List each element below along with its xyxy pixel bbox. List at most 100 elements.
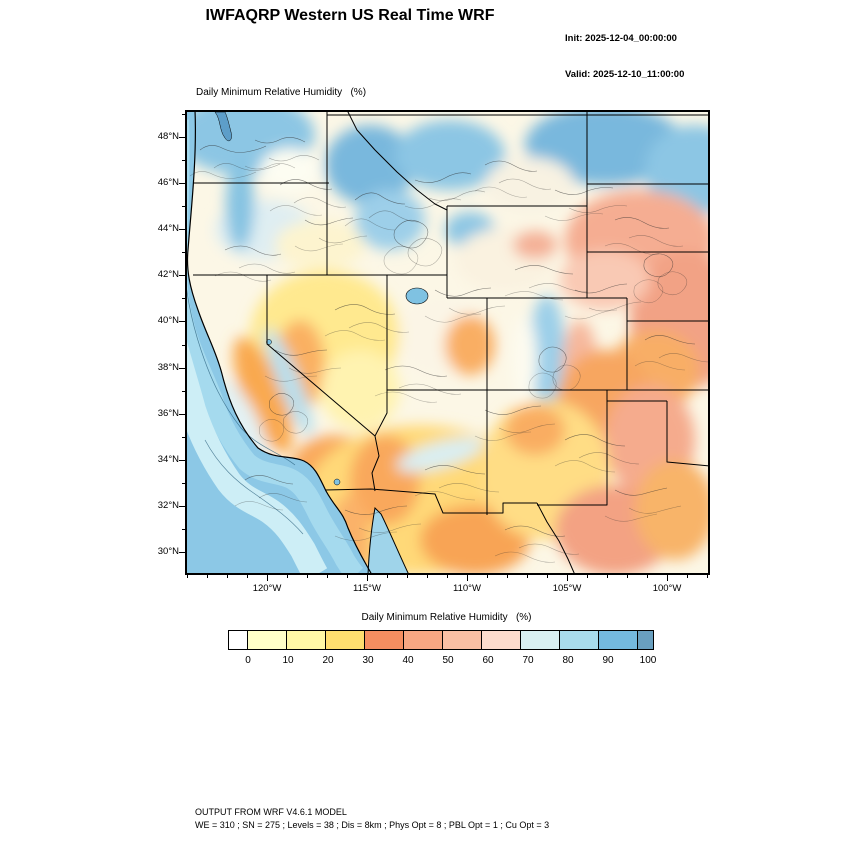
- figure-subtitle: Daily Minimum Relative Humidity (%): [196, 87, 367, 98]
- lon-minor-tick: [447, 575, 448, 578]
- lon-minor-tick: [287, 575, 288, 578]
- lon-minor-tick: [687, 575, 688, 578]
- map-frame: [185, 110, 710, 575]
- lat-tick: [179, 275, 185, 277]
- lon-minor-tick: [327, 575, 328, 578]
- page-title: IWFAQRP Western US Real Time WRF: [205, 7, 495, 24]
- lon-tick-label: 100°W: [652, 583, 682, 594]
- lon-minor-tick: [247, 575, 248, 578]
- colorbar-tick-label: 90: [602, 655, 614, 666]
- footer-model-line: OUTPUT FROM WRF V4.6.1 MODEL: [195, 807, 347, 817]
- colorbar-tick-label: 40: [402, 655, 414, 666]
- lon-minor-tick: [647, 575, 648, 578]
- colorbar-cell: [403, 630, 443, 650]
- colorbar-cell: [481, 630, 521, 650]
- coastline: [186, 110, 373, 575]
- colorbar-cell: [325, 630, 365, 650]
- lat-tick: [179, 183, 185, 185]
- lat-tick: [179, 459, 185, 461]
- lat-tick: [179, 551, 185, 553]
- salton-sea: [333, 478, 341, 486]
- colorbar-tick-label: 20: [322, 655, 334, 666]
- lat-tick-label: 32°N: [157, 499, 179, 511]
- lon-minor-tick: [347, 575, 348, 578]
- colorbar-cell: [520, 630, 560, 650]
- lon-tick-label: 110°W: [453, 583, 481, 594]
- colorbar-cell: [228, 630, 248, 650]
- lon-minor-tick: [227, 575, 228, 578]
- ocean-region: [185, 110, 372, 575]
- lon-minor-tick: [707, 575, 708, 578]
- lat-tick-label: 38°N: [157, 361, 179, 373]
- lon-minor-tick: [587, 575, 588, 578]
- lon-tick: [367, 575, 368, 581]
- lat-minor-tick: [182, 482, 185, 484]
- colorbar: [228, 630, 665, 650]
- colorbar-cell: [364, 630, 404, 650]
- lon-tick-label: 115°W: [353, 583, 381, 594]
- colorbar-cell: [637, 630, 654, 650]
- lon-tick: [567, 575, 568, 581]
- timestamps: Init: 2025-12-04_00:00:00 Valid: 2025-12…: [565, 9, 684, 105]
- lon-minor-tick: [407, 575, 408, 578]
- lat-minor-tick: [182, 252, 185, 254]
- footer: OUTPUT FROM WRF V4.6.1 MODEL WE = 310 ; …: [195, 806, 549, 832]
- valid-timestamp: Valid: 2025-12-10_11:00:00: [565, 69, 685, 80]
- lat-tick-label: 48°N: [157, 131, 179, 142]
- map-area: 48°N 46°N 44°N 42°N 40°N 38°N 36°N 34°N 32°N 30°N…: [150, 100, 790, 605]
- init-timestamp: Init: 2025-12-04_00:00:00: [565, 33, 677, 44]
- ocean-contour-1: [185, 272, 296, 466]
- colorbar-cell: [247, 630, 287, 650]
- colorbar-tick-label: 10: [282, 655, 294, 666]
- colorbar-cell: [598, 630, 638, 650]
- lat-tick-label: 34°N: [157, 453, 179, 465]
- lat-tick-label: 36°N: [157, 407, 179, 419]
- lon-minor-tick: [607, 575, 608, 578]
- lon-minor-tick: [427, 575, 428, 578]
- lon-minor-tick: [187, 575, 188, 578]
- colorbar-tick-label: 0: [245, 655, 251, 666]
- lat-tick-label: 46°N: [157, 177, 179, 189]
- lat-minor-tick: [182, 114, 185, 115]
- gulf-of-california: [367, 506, 410, 575]
- colorbar-tick-label: 30: [362, 655, 374, 666]
- lon-tick-label: 120°W: [252, 583, 282, 594]
- colorbar-tick-label: 60: [482, 655, 494, 666]
- lat-tick-label: 40°N: [157, 315, 179, 327]
- ocean-contour-2: [204, 439, 304, 535]
- lon-minor-tick: [487, 575, 488, 578]
- colorbar-cell: [442, 630, 482, 650]
- footer-config-line: WE = 310 ; SN = 275 ; Levels = 38 ; Dis …: [195, 820, 550, 830]
- lon-minor-tick: [507, 575, 508, 578]
- colorbar-tick-label: 100: [639, 655, 657, 666]
- lat-tick-label: 44°N: [157, 223, 179, 235]
- lon-minor-tick: [207, 575, 208, 578]
- colorbar-tick-label: 50: [442, 655, 454, 666]
- colorbar-tick-label: 70: [522, 655, 534, 666]
- lon-tick-label: 105°W: [552, 583, 582, 594]
- lon-tick: [467, 575, 468, 581]
- colorbar-title: Daily Minimum Relative Humidity (%): [361, 612, 532, 623]
- lon-minor-tick: [527, 575, 528, 578]
- ocean-band-mid: [185, 119, 364, 575]
- colorbar-tick-label: 80: [562, 655, 574, 666]
- lon-minor-tick: [387, 575, 388, 578]
- lat-tick: [179, 137, 185, 138]
- lon-minor-tick: [627, 575, 628, 578]
- puget-sound: [214, 111, 232, 142]
- lat-tick: [179, 229, 185, 231]
- rh-map: [185, 110, 710, 575]
- lat-tick: [179, 367, 185, 369]
- lat-minor-tick: [182, 436, 185, 438]
- lon-tick: [667, 575, 668, 581]
- lat-tick-label: 42°N: [157, 269, 179, 281]
- lat-tick-label: 30°N: [157, 545, 179, 557]
- colorbar-cell: [286, 630, 326, 650]
- lat-minor-tick: [182, 206, 185, 208]
- colorbar-cell: [559, 630, 599, 650]
- colorbar-labels: 0 10 20 30 40 50 60 70 80 90 100: [228, 655, 665, 669]
- great-salt-lake: [405, 287, 429, 305]
- lat-minor-tick: [182, 298, 185, 300]
- lat-tick: [179, 505, 185, 507]
